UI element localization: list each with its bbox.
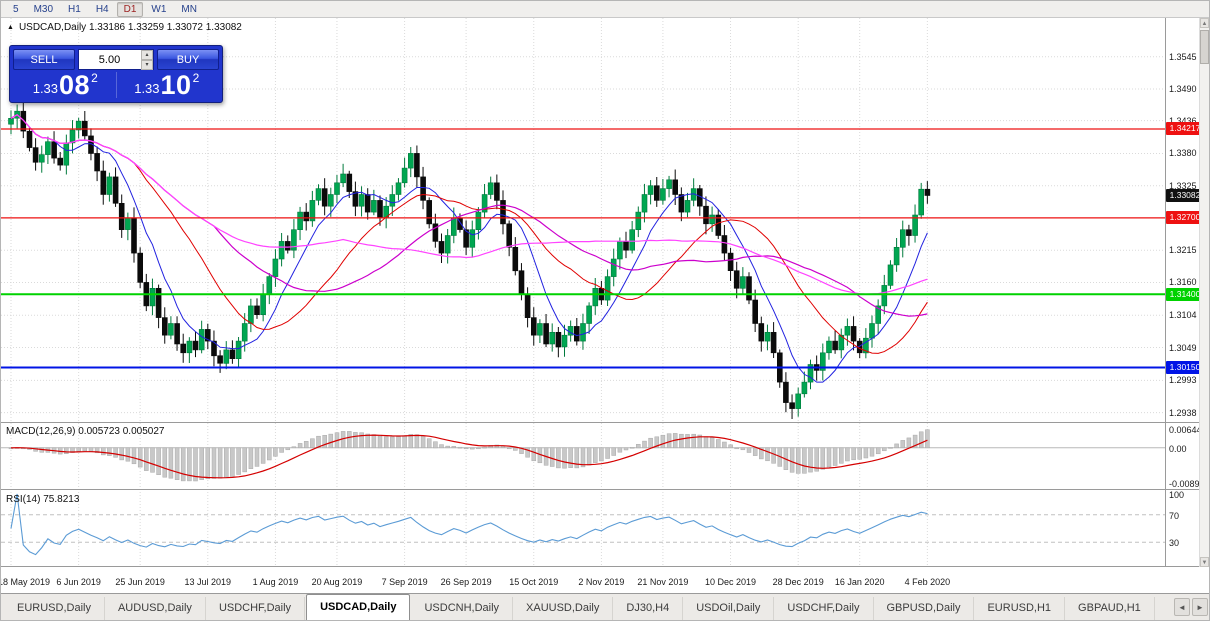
macd-axis-top-label: 0.006448 [1169, 425, 1207, 435]
price-level-badge: 1.30150 [1166, 360, 1204, 374]
sell-price-sup: 2 [91, 71, 98, 85]
timeframe-d1[interactable]: D1 [116, 1, 144, 17]
chart-tabs-list: EURUSD,Daily AUDUSD,Daily USDCHF,Daily USDC… [1, 594, 1174, 620]
price-tick-label: 1.2993 [1169, 375, 1197, 386]
price-tick-label: 1.3380 [1169, 148, 1197, 159]
timeframe-h4[interactable]: H4 [95, 3, 109, 15]
tab-eurusd-h1[interactable]: EURUSD,H1 [974, 597, 1066, 620]
price-tick-label: 1.2938 [1169, 407, 1197, 418]
date-label: 6 Jun 2019 [56, 577, 101, 587]
sell-button[interactable]: SELL [13, 49, 75, 70]
timeframe-h1[interactable]: H1 [68, 3, 81, 15]
date-label: 7 Sep 2019 [381, 577, 428, 587]
macd-indicator-label: MACD(12,26,9) 0.005723 0.005027 [6, 426, 165, 437]
tab-usdchf-daily[interactable]: USDCHF,Daily [206, 597, 306, 620]
volume-spin-down-icon[interactable]: ▾ [141, 60, 153, 70]
date-label: 16 Jan 2020 [834, 577, 885, 587]
macd-axis-bottom-label: -0.008982 [1169, 479, 1210, 489]
volume-input[interactable] [78, 49, 154, 70]
buy-price-sup: 2 [192, 71, 200, 85]
date-label: 10 Dec 2019 [705, 577, 757, 587]
date-axis: 18 May 2019 6 Jun 2019 25 Jun 2019 13 Jul 2… [1, 567, 1165, 595]
rsi-indicator-label: RSI(14) 75.8213 [6, 494, 80, 505]
price-tick-label: 1.3490 [1169, 83, 1197, 94]
date-label: 13 Jul 2019 [184, 577, 232, 587]
one-click-trading-panel: SELL ▴ ▾ BUY 1.33 08 2 1.33 10 2 [9, 45, 223, 103]
current-price-badge: 1.33082 [1166, 189, 1204, 203]
buy-price-big: 10 [160, 70, 192, 100]
price-axis: 1.3545 1.3490 1.3436 1.3380 1.3325 1.3215 1.31… [1165, 18, 1210, 567]
volume-spin-up-icon[interactable]: ▴ [141, 50, 153, 60]
scroll-up-icon[interactable]: ▲ [1200, 18, 1209, 28]
timeframe-toolbar: 5 M30 H1 H4 D1 W1 MN [1, 1, 1209, 18]
price-level-badge: 1.32700 [1166, 211, 1204, 225]
price-tick-label: 1.3160 [1169, 277, 1197, 288]
sell-price-big: 08 [59, 70, 91, 100]
price-tick-label: 1.3215 [1169, 245, 1197, 256]
date-label: 25 Jun 2019 [115, 577, 165, 587]
price-chart [1, 18, 1209, 567]
price-tick-label: 1.3436 [1169, 115, 1197, 126]
price-tick-label: 1.3325 [1169, 180, 1197, 191]
tab-audusd-daily[interactable]: AUDUSD,Daily [105, 597, 206, 620]
tabs-scroll-right-icon[interactable]: ► [1192, 598, 1208, 616]
scroll-thumb[interactable] [1200, 30, 1209, 64]
sell-price[interactable]: 1.33 08 2 [15, 70, 116, 100]
sell-price-small: 1.33 [32, 81, 59, 96]
chart-ohlc-text: USDCAD,Daily 1.33186 1.33259 1.33072 1.3… [18, 22, 242, 33]
buy-button[interactable]: BUY [157, 49, 219, 70]
rsi-axis-label: 100 [1169, 490, 1185, 500]
tab-gbpaud-h1[interactable]: GBPAUD,H1 [1065, 597, 1155, 620]
date-label: 20 Aug 2019 [311, 577, 363, 587]
price-divider [115, 72, 117, 98]
tab-usdchf-daily[interactable]: USDCHF,Daily [774, 597, 874, 620]
tab-eurusd-daily[interactable]: EURUSD,Daily [4, 597, 105, 620]
price-tick-label: 1.3545 [1169, 51, 1197, 62]
macd-histogram [8, 429, 930, 482]
macd-signal-line [10, 434, 928, 479]
tab-xauusd-daily[interactable]: XAUUSD,Daily [513, 597, 614, 620]
timeframe-5[interactable]: 5 [13, 3, 19, 15]
date-label: 2 Nov 2019 [578, 577, 625, 587]
ma-line-55 [10, 113, 928, 295]
date-label: 1 Aug 2019 [252, 577, 299, 587]
date-label: 15 Oct 2019 [509, 577, 559, 587]
timeframe-w1[interactable]: W1 [151, 3, 167, 15]
tab-dj30-h4[interactable]: DJ30,H4 [613, 597, 684, 620]
date-label: 21 Nov 2019 [637, 577, 689, 587]
vertical-scrollbar[interactable]: ▲ ▼ [1199, 18, 1209, 567]
tab-usdcnh-daily[interactable]: USDCNH,Daily [411, 597, 514, 620]
ma-line-8 [10, 114, 928, 383]
volume-field: ▴ ▾ [78, 49, 154, 70]
chart-tabs-bar: EURUSD,Daily AUDUSD,Daily USDCHF,Daily USDC… [1, 593, 1209, 620]
scroll-down-icon[interactable]: ▼ [1200, 557, 1209, 567]
price-level-badge: 1.31400 [1166, 287, 1204, 301]
tabs-scroll-left-icon[interactable]: ◄ [1174, 598, 1190, 616]
date-label: 18 May 2019 [0, 577, 51, 587]
tab-usdcad-daily[interactable]: USDCAD,Daily [306, 594, 411, 620]
rsi-line [10, 493, 928, 556]
tab-usdoil-daily[interactable]: USDOil,Daily [683, 597, 775, 620]
buy-price-small: 1.33 [134, 81, 160, 96]
one-click-collapse-icon[interactable]: ▲ [7, 24, 14, 31]
date-label: 26 Sep 2019 [440, 577, 492, 587]
buy-price[interactable]: 1.33 10 2 [117, 70, 218, 100]
price-tick-label: 1.3049 [1169, 342, 1197, 353]
rsi-axis-label: 30 [1169, 538, 1180, 549]
rsi-axis-label: 70 [1169, 510, 1180, 521]
volume-spinner: ▴ ▾ [141, 50, 153, 70]
candles [8, 100, 931, 419]
price-tick-label: 1.3104 [1169, 310, 1197, 321]
tab-gbpusd-daily[interactable]: GBPUSD,Daily [874, 597, 975, 620]
ma-line-21 [10, 114, 928, 354]
tabs-scroll-buttons: ◄ ► [1174, 598, 1209, 620]
chart-header: ▲ USDCAD,Daily 1.33186 1.33259 1.33072 1… [7, 22, 242, 33]
price-level-badge: 1.34217 [1166, 122, 1204, 136]
date-label: 4 Feb 2020 [904, 577, 951, 587]
macd-axis-zero-label: 0.00 [1169, 443, 1187, 454]
timeframe-m30[interactable]: M30 [33, 3, 54, 15]
date-label: 28 Dec 2019 [772, 577, 824, 587]
timeframe-mn[interactable]: MN [181, 3, 197, 15]
